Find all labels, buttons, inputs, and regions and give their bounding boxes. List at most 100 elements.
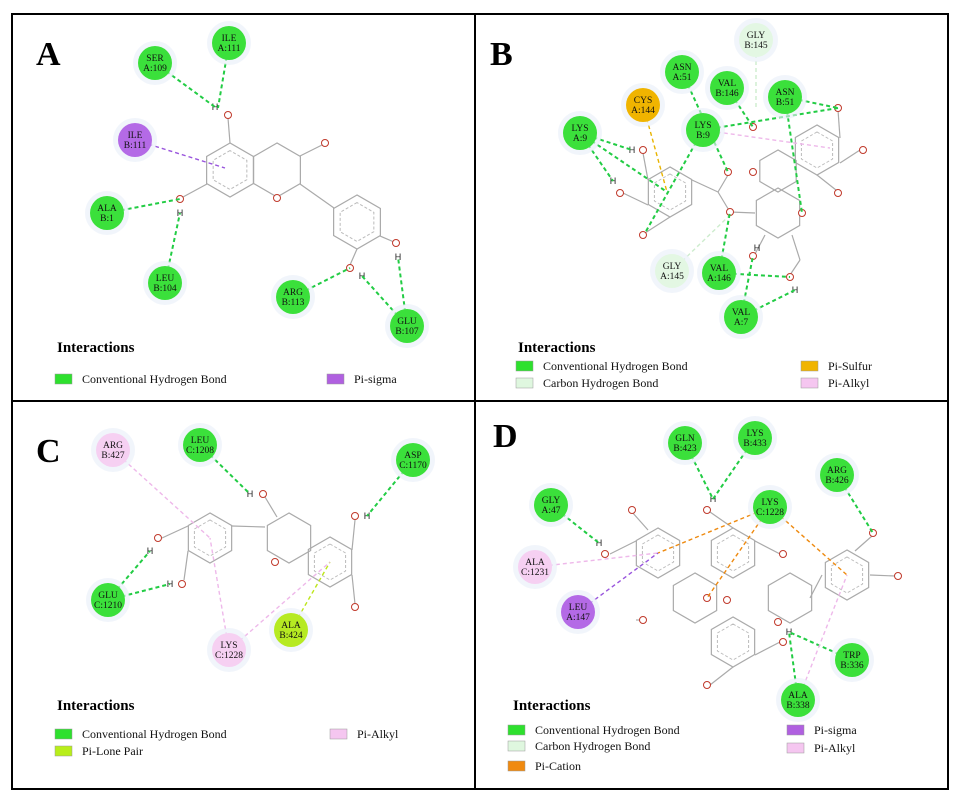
legend-label: Conventional Hydrogen Bond <box>535 723 680 737</box>
residue-name: LYS <box>695 121 712 131</box>
residue-id: B:107 <box>395 327 418 337</box>
residue-id: C:1210 <box>94 601 122 611</box>
residue-id: B:424 <box>279 631 302 641</box>
ligand-ring <box>266 512 312 564</box>
panel-letter: C <box>36 433 61 470</box>
legend-label: Pi-sigma <box>354 372 397 386</box>
ligand-bond <box>349 248 358 266</box>
residue-name: SER <box>146 54 164 64</box>
legend-label: Carbon Hydrogen Bond <box>535 739 650 753</box>
residue-circle <box>212 26 246 60</box>
residue-name: ALA <box>788 691 808 701</box>
hydrogen-atom: H <box>754 243 761 253</box>
residue-name: LEU <box>156 274 175 284</box>
legend-item-carbon-hydrogen-bond: Carbon Hydrogen Bond <box>507 739 650 753</box>
legend-swatch <box>329 728 348 740</box>
residue-id: B:423 <box>673 444 696 454</box>
ligand-bond <box>754 234 766 255</box>
residue-name: LYS <box>221 641 238 651</box>
residue-name: CYS <box>634 96 652 106</box>
oxygen-atom <box>601 550 609 558</box>
ligand-ring <box>824 549 870 601</box>
interaction-line-conventional-hydrogen-bond <box>164 212 181 284</box>
legend-item-pi-alkyl: Pi-Alkyl <box>800 376 870 390</box>
oxygen-atom <box>639 616 647 624</box>
residue-name: ILE <box>222 34 237 44</box>
residue-circle <box>563 116 597 150</box>
ligand-ring <box>635 527 681 579</box>
ligand-bond <box>791 234 801 261</box>
residue-id: B:1 <box>100 214 114 224</box>
residue-id: A:144 <box>631 106 655 116</box>
residue-id: B:113 <box>282 298 305 308</box>
hydrogen-atom: H <box>596 538 603 548</box>
ligand-bond <box>227 117 231 144</box>
oxygen-atom <box>178 580 186 588</box>
ligand-ring <box>187 512 233 564</box>
aromatic-ring-marker <box>212 149 248 191</box>
legend-item-conventional-hydrogen-bond: Conventional Hydrogen Bond <box>507 723 680 737</box>
residue-id: B:338 <box>786 701 809 711</box>
residue-circle <box>183 428 217 462</box>
residue-id: B:336 <box>840 661 863 671</box>
ligand-ring <box>755 187 801 239</box>
residue-circle <box>118 123 152 157</box>
legend-item-conventional-hydrogen-bond: Conventional Hydrogen Bond <box>54 372 227 386</box>
hydrogen-atom: H <box>212 102 219 112</box>
interaction-line-pi-cation <box>657 506 771 554</box>
oxygen-atom <box>259 490 267 498</box>
residue-name: VAL <box>718 79 736 89</box>
residue-circle <box>702 256 736 290</box>
residue-name: ASP <box>404 451 421 461</box>
legend-swatch <box>786 724 805 736</box>
residue-name: VAL <box>732 308 750 318</box>
ligand-bond <box>299 183 335 209</box>
ligand-bond <box>839 149 861 164</box>
legend-item-conventional-hydrogen-bond: Conventional Hydrogen Bond <box>515 359 688 373</box>
ligand-bond <box>809 574 823 599</box>
legend-item-pi-lone-pair: Pi-Lone Pair <box>54 744 143 758</box>
interaction-line-conventional-hydrogen-bond <box>681 71 729 173</box>
oxygen-atom <box>639 231 647 239</box>
residue-circle <box>781 683 815 717</box>
residue-circle <box>753 490 787 524</box>
interaction-line-conventional-hydrogen-bond <box>106 198 181 214</box>
aromatic-ring-marker <box>653 173 687 211</box>
residue-circle <box>148 266 182 300</box>
legend-label: Pi-Alkyl <box>814 741 856 755</box>
residue-id: B:433 <box>743 439 766 449</box>
residue-circle <box>686 113 720 147</box>
ligand-bond <box>379 235 395 243</box>
ligand-bond <box>299 144 323 157</box>
legend-item-pi-sulfur: Pi-Sulfur <box>800 359 872 373</box>
legend-label: Conventional Hydrogen Bond <box>82 372 227 386</box>
residue-id: A:145 <box>660 272 684 282</box>
interaction-line-conventional-hydrogen-bond <box>702 107 839 131</box>
residue-circle <box>739 23 773 57</box>
ligand-bond <box>631 511 649 531</box>
legend-heading: Interactions <box>57 340 135 356</box>
ligand-bond <box>816 174 837 191</box>
residue-name: ALA <box>281 621 301 631</box>
legend-heading: Interactions <box>518 340 596 356</box>
interaction-line-conventional-hydrogen-bond <box>154 62 216 108</box>
oxygen-atom <box>351 512 359 520</box>
legend-label: Pi-Lone Pair <box>82 744 143 758</box>
residue-id: C:1170 <box>399 461 427 471</box>
legend-item-carbon-hydrogen-bond: Carbon Hydrogen Bond <box>515 376 658 390</box>
ligand-bond <box>642 152 649 181</box>
oxygen-atom <box>749 168 757 176</box>
ligand-bond <box>182 183 208 198</box>
ligand-bond <box>231 525 266 528</box>
